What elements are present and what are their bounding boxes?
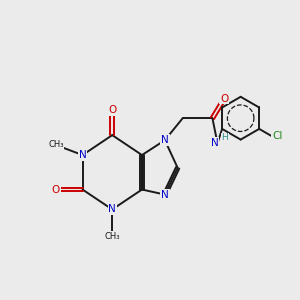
Text: H: H [221,133,228,142]
Text: CH₃: CH₃ [48,140,64,149]
Text: O: O [108,106,116,116]
Text: CH₃: CH₃ [104,232,120,241]
Text: N: N [211,138,218,148]
Text: N: N [161,190,169,200]
Text: N: N [161,135,169,145]
Text: O: O [52,184,60,194]
Text: Cl: Cl [272,131,283,141]
Text: N: N [79,150,86,160]
Text: O: O [220,94,228,103]
Text: N: N [108,204,116,214]
